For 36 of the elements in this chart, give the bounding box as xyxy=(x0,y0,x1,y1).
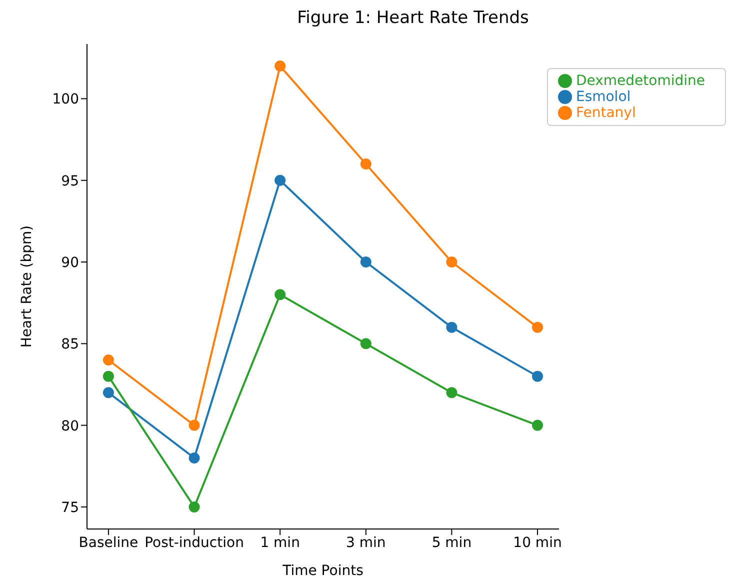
point xyxy=(360,256,372,268)
point xyxy=(274,60,286,72)
point xyxy=(446,256,458,268)
point xyxy=(274,174,286,186)
legend-label: Dexmedetomidine xyxy=(576,73,705,89)
point xyxy=(446,322,458,333)
point xyxy=(188,420,200,431)
x-tick-label: 5 min xyxy=(432,534,472,551)
point xyxy=(446,387,458,398)
y-tick-label: 75 xyxy=(61,500,79,516)
point xyxy=(532,322,544,333)
point xyxy=(102,387,114,398)
x-tick-label: 1 min xyxy=(260,534,300,551)
point xyxy=(188,501,200,512)
point xyxy=(102,370,114,382)
point xyxy=(274,289,286,300)
chart-title: Figure 1: Heart Rate Trends xyxy=(296,8,530,30)
x-axis-title: Time Points xyxy=(282,563,364,579)
point xyxy=(102,354,114,366)
y-tick-label: 90 xyxy=(61,254,79,271)
y-axis-title: Heart Rate (bpm) xyxy=(18,225,35,348)
point xyxy=(188,452,200,464)
legend-label: Fentanyl xyxy=(576,105,636,121)
y-tick-label: 85 xyxy=(61,336,79,353)
x-tick-label: 3 min xyxy=(346,534,386,551)
x-tick-label: 10 min xyxy=(513,534,562,551)
point xyxy=(532,420,544,431)
y-tick-label: 100 xyxy=(52,92,79,108)
x-tick-label: Baseline xyxy=(78,534,138,551)
y-tick-label: 95 xyxy=(61,173,79,190)
y-tick-label: 80 xyxy=(61,418,79,434)
point xyxy=(360,338,372,350)
point xyxy=(532,370,544,382)
x-tick-label: Post-induction xyxy=(144,534,244,551)
legend-label: Esmolol xyxy=(576,89,631,105)
point xyxy=(360,158,372,170)
